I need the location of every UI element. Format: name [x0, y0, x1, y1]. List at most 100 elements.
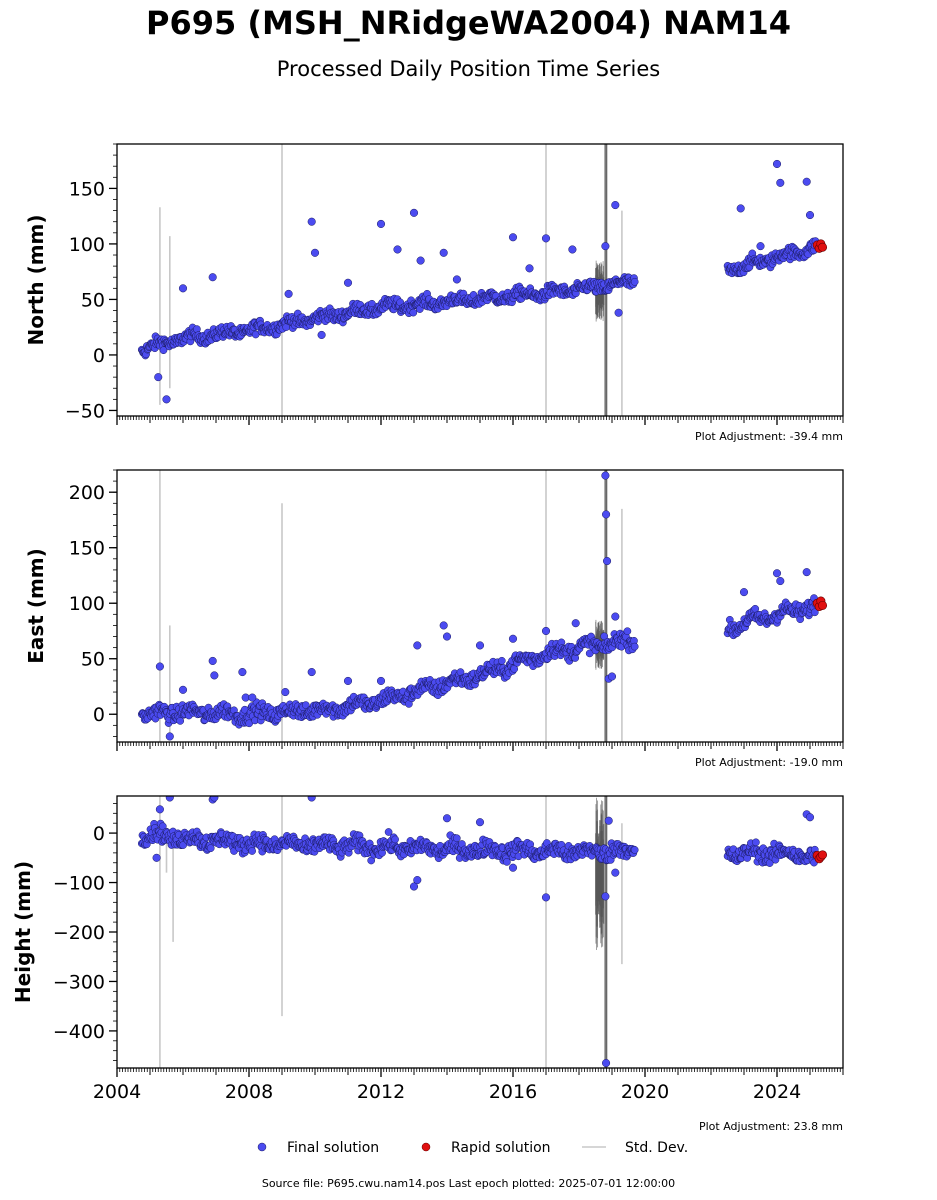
final-solution-point — [413, 876, 422, 885]
final-solution-point — [568, 245, 577, 254]
final-solution-point — [630, 846, 639, 854]
final-solution-point — [165, 732, 174, 741]
final-solution-point — [604, 816, 613, 825]
final-solution-point — [497, 656, 506, 665]
final-solution-point — [248, 693, 257, 702]
legend-marker — [257, 1142, 267, 1152]
final-solution-point — [409, 882, 419, 891]
axes-frame — [116, 143, 844, 417]
final-solution-point — [152, 853, 161, 862]
final-solution-point — [307, 668, 316, 677]
final-solution-point — [475, 818, 485, 827]
final-solution-point — [343, 278, 353, 287]
final-solution-point — [802, 568, 811, 577]
chart-subtitle: Processed Daily Position Time Series — [276, 57, 661, 81]
final-solution-point — [439, 621, 448, 630]
final-solution-point — [601, 892, 610, 901]
final-solution-point — [393, 245, 402, 254]
final-solution-point — [439, 248, 448, 257]
y-tick-label: 0 — [93, 345, 105, 367]
final-solution-point — [409, 308, 418, 317]
final-solution-point — [442, 814, 452, 823]
y-tick-label: 50 — [81, 649, 105, 671]
plot-area — [137, 796, 828, 1068]
final-solution-point — [475, 641, 485, 650]
final-solution-point — [162, 395, 171, 404]
x-tick-label: 2008 — [225, 1081, 273, 1103]
final-solution-point — [776, 178, 785, 187]
panel-3: 2004 2008 2012 2016 2020 2024 −400 −300 −200 −100… — [11, 795, 844, 1133]
final-solution-point — [154, 373, 163, 382]
final-solution-point — [210, 796, 219, 802]
final-solution-point — [630, 642, 639, 651]
y-tick-label: 50 — [81, 289, 105, 311]
final-solution-point — [611, 612, 620, 621]
final-solution-point — [805, 211, 815, 220]
final-solution-point — [623, 627, 632, 636]
final-solution-point — [503, 858, 511, 866]
final-solution-point — [343, 676, 353, 685]
plot-area — [137, 470, 828, 742]
final-solution-point — [772, 159, 782, 169]
final-solution-point — [376, 219, 386, 228]
final-solution-point — [206, 844, 215, 853]
final-solution-point — [541, 234, 551, 243]
final-solution-point — [736, 204, 745, 213]
y-tick-label: 0 — [93, 823, 105, 845]
final-solution-point — [179, 841, 187, 849]
x-tick-label: 2016 — [489, 1081, 537, 1103]
final-solution-point — [607, 672, 617, 681]
x-tick-label: 2012 — [357, 1081, 405, 1103]
final-solution-point — [802, 177, 811, 186]
final-solution-point — [208, 273, 217, 282]
legend-marker — [421, 1142, 431, 1152]
final-solution-point — [238, 668, 247, 677]
source-note: Source file: P695.cwu.nam14.pos Last epo… — [261, 1177, 676, 1190]
panel-1: −50 0 50 100 150 North (mm) Plot Adjustment: -… — [24, 143, 844, 443]
final-solution-point — [155, 662, 164, 671]
final-solution-point — [739, 588, 749, 597]
y-tick-label: −400 — [53, 1021, 105, 1043]
rapid-solution-point — [818, 242, 828, 252]
final-solution-point — [805, 813, 815, 822]
final-solution-point — [541, 626, 551, 636]
final-solution-point — [541, 893, 551, 902]
y-tick-label: 100 — [69, 593, 105, 615]
final-solution-point — [248, 847, 256, 855]
y-tick-label: −50 — [65, 400, 105, 422]
final-solution-point — [158, 822, 167, 831]
final-solution-point — [165, 796, 174, 802]
final-solution-point — [611, 201, 620, 210]
x-tick-label: 2004 — [93, 1081, 141, 1103]
final-solution-point — [384, 828, 393, 836]
final-solution-point — [176, 717, 185, 725]
final-solution-point — [307, 217, 316, 226]
final-solution-point — [310, 248, 320, 257]
final-solution-point — [810, 608, 819, 617]
y-axis-label: East (mm) — [24, 548, 48, 664]
legend-label: Final solution — [287, 1140, 379, 1156]
final-solution-point — [178, 284, 188, 293]
final-solution-point — [508, 634, 518, 643]
x-tick-label: 2024 — [753, 1081, 801, 1103]
final-solution-point — [210, 671, 219, 680]
final-solution-point — [603, 556, 612, 566]
final-solution-point — [376, 676, 386, 685]
final-solution-point — [442, 632, 452, 641]
final-solution-point — [281, 687, 290, 697]
plot-adjustment-note: Plot Adjustment: -19.0 mm — [695, 756, 843, 769]
final-solution-point — [452, 275, 461, 284]
final-solution-point — [409, 208, 419, 217]
final-solution-point — [601, 471, 610, 480]
rapid-solution-point — [818, 600, 828, 610]
chart-title: P695 (MSH_NRidgeWA2004) NAM14 — [146, 4, 791, 42]
final-solution-point — [611, 868, 620, 877]
x-tick-label: 2020 — [621, 1081, 669, 1103]
final-solution-point — [301, 701, 310, 709]
final-solution-point — [452, 834, 461, 843]
final-solution-point — [508, 233, 518, 242]
panel-2: 0 50 100 150 200 East (mm) Plot Adjustment: -1… — [24, 469, 844, 769]
y-tick-label: −300 — [53, 971, 105, 993]
y-tick-label: 150 — [69, 178, 105, 200]
final-solution-point — [413, 641, 422, 650]
